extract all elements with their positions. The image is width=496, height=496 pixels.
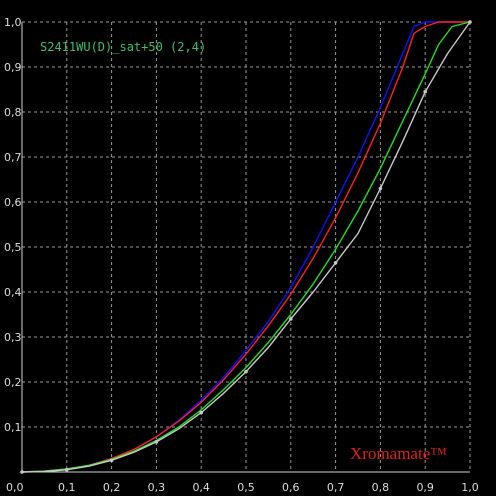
y-tick-label: 0,8 (4, 106, 22, 119)
y-tick-label: 0,4 (4, 286, 22, 299)
y-tick-label: 0,5 (4, 241, 22, 254)
series-point (423, 89, 428, 94)
x-tick-label: 0,1 (58, 481, 76, 494)
x-tick-label: 0,6 (282, 481, 300, 494)
x-tick-label: 0,5 (237, 481, 255, 494)
chart-title: S2411WU(D)_sat+50 (2,4) (40, 40, 206, 54)
series-layer (20, 20, 472, 474)
x-tick-label: 0,7 (327, 481, 345, 494)
y-tick-label: 0,7 (4, 151, 22, 164)
series-point (378, 186, 383, 191)
series-point (333, 260, 338, 265)
tick-labels: 0,0 0,1 0,2 0,3 0,4 0,5 0,6 0,7 0,8 0,9 1,0 0,1 0,2 0… (4, 16, 479, 494)
y-tick-label: 0,6 (4, 196, 22, 209)
axes (21, 22, 470, 473)
series-point (289, 317, 293, 321)
x-tick-label: 0,0 (6, 481, 24, 494)
x-tick-label: 0,2 (103, 481, 121, 494)
x-tick-label: 1,0 (461, 481, 479, 494)
series-point (20, 470, 24, 474)
y-tick-label: 0,9 (4, 61, 22, 74)
x-tick-label: 0,9 (416, 481, 434, 494)
x-tick-label: 0,4 (192, 481, 210, 494)
y-tick-label: 0,3 (4, 331, 22, 344)
series-point (109, 458, 114, 463)
series-point (468, 20, 472, 24)
series-point (65, 467, 69, 472)
x-tick-label: 0,8 (372, 481, 390, 494)
series-point (199, 410, 203, 415)
y-tick-label: 0,1 (4, 421, 22, 434)
y-tick-label: 0,2 (4, 376, 22, 389)
series-line-3 (21, 21, 471, 473)
series-point (154, 440, 159, 444)
x-tick-label: 0,3 (148, 481, 166, 494)
series-point (244, 369, 248, 374)
brand-watermark: Xromamate™ (350, 444, 447, 463)
y-tick-label: 1,0 (4, 16, 22, 29)
